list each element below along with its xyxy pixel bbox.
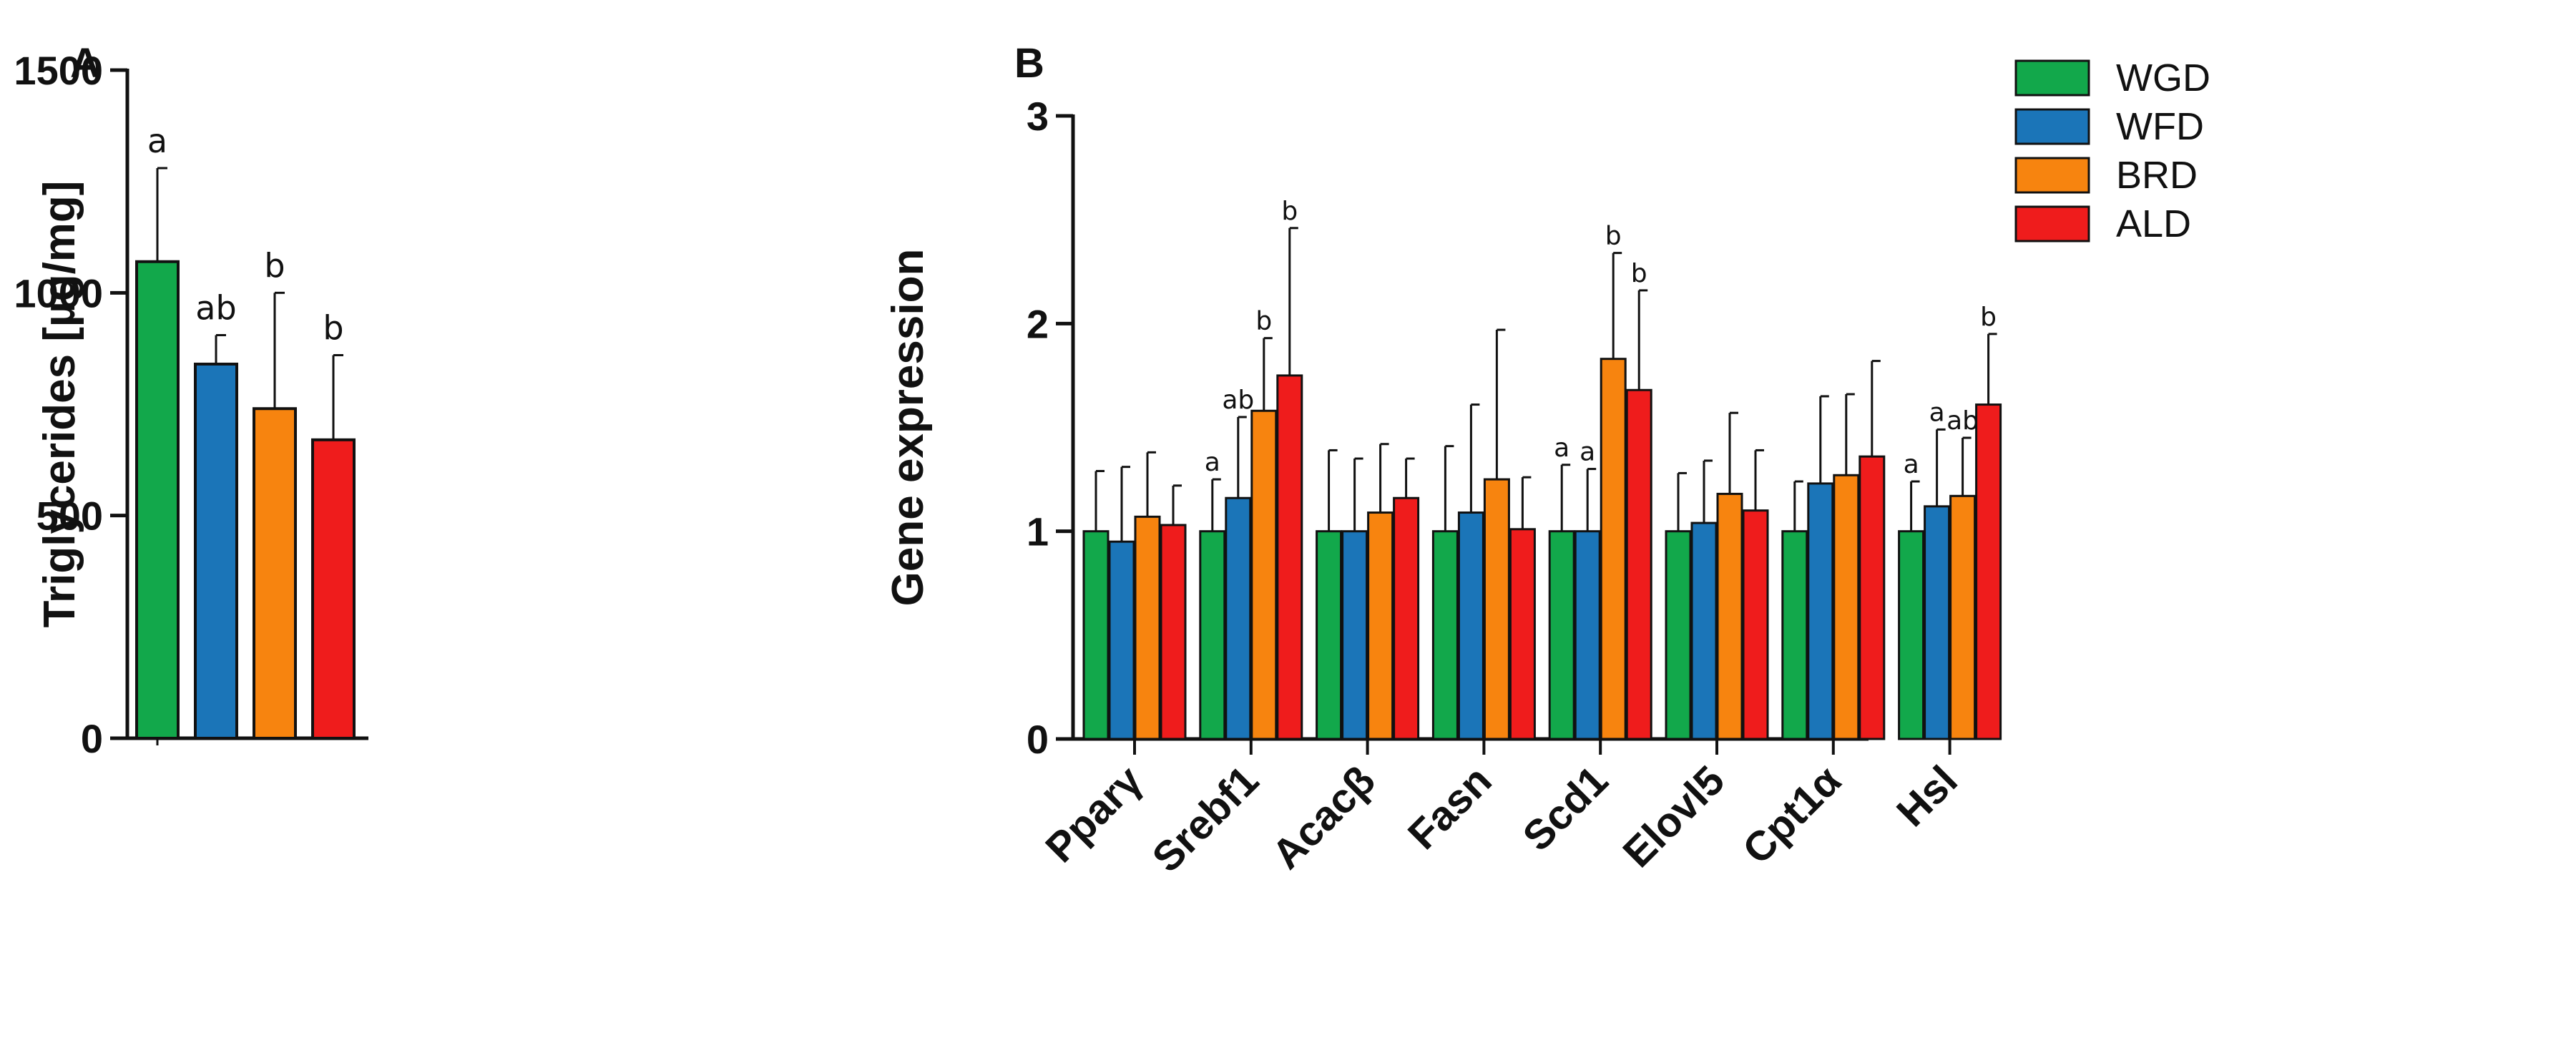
legend-swatch <box>2014 157 2090 194</box>
significance-label: a <box>1929 398 1945 427</box>
y-tick-label: 1000 <box>14 270 103 315</box>
bar <box>1600 358 1627 740</box>
bar <box>1431 530 1459 740</box>
bar <box>1548 530 1575 740</box>
bar <box>1858 455 1886 740</box>
y-tick-label: 0 <box>1027 717 1049 762</box>
bar <box>1134 515 1161 740</box>
bar <box>1457 511 1484 740</box>
bar <box>1160 524 1187 740</box>
legend-swatch <box>2014 59 2090 97</box>
y-tick-label: 1500 <box>14 48 103 93</box>
bar <box>1949 494 1977 740</box>
bar <box>1574 530 1601 740</box>
x-tick-label: Srebf1 <box>1143 757 1268 881</box>
y-tick-label: 1 <box>1027 509 1049 554</box>
panel-b-letter: B <box>1014 40 1044 87</box>
y-axis-title: Triglycerides [µg/mg] <box>35 181 84 628</box>
y-tick-label: 3 <box>1027 94 1049 139</box>
significance-label: a <box>1554 434 1569 463</box>
significance-label: a <box>1205 448 1220 477</box>
significance-label: b <box>1631 259 1647 288</box>
significance-label: b <box>1605 222 1622 251</box>
x-tick-label: Cpt1α <box>1734 757 1851 873</box>
legend-label: WFD <box>2116 105 2204 148</box>
bar <box>1833 474 1860 740</box>
bar <box>1742 509 1769 740</box>
bar <box>253 407 297 740</box>
bar <box>1250 409 1278 740</box>
bar <box>135 260 180 740</box>
bar <box>1108 540 1135 740</box>
bar <box>1690 521 1718 740</box>
significance-label: b <box>1980 303 1997 332</box>
bar <box>1975 403 2002 740</box>
x-tick-label: Pparγ <box>1037 757 1151 871</box>
significance-label: a <box>147 122 167 160</box>
significance-label: a <box>1904 450 1919 479</box>
legend-label: WGD <box>2116 57 2210 99</box>
x-tick-label: Fasn <box>1399 757 1501 858</box>
bar <box>1781 530 1808 740</box>
significance-label: b <box>1281 197 1298 226</box>
significance-label: a <box>1580 438 1595 467</box>
bar <box>311 438 356 740</box>
significance-label: b <box>1255 307 1272 336</box>
panel-a-letter: A <box>70 40 100 87</box>
bar <box>1483 478 1510 740</box>
x-tick-label: Scd1 <box>1514 757 1617 860</box>
bar <box>1341 530 1368 740</box>
bar <box>1625 388 1652 740</box>
x-tick-label: Elovl5 <box>1614 757 1733 876</box>
bar <box>1509 528 1536 740</box>
significance-label: ab <box>1222 386 1254 415</box>
legend-swatch <box>2014 108 2090 145</box>
bar <box>1276 374 1303 740</box>
y-axis-title: Gene expression <box>883 249 933 607</box>
y-tick-label: 0 <box>81 716 103 761</box>
bar <box>1716 492 1743 740</box>
legend-label: ALD <box>2116 202 2191 245</box>
significance-label: b <box>323 309 343 348</box>
y-tick-label: 2 <box>1027 301 1049 346</box>
bar <box>1082 530 1110 740</box>
x-tick-label: Hsl <box>1888 757 1967 836</box>
bar <box>1316 530 1343 740</box>
bar <box>194 362 238 740</box>
bar <box>1393 496 1420 740</box>
bar <box>1898 530 1925 740</box>
significance-label: ab <box>195 288 236 327</box>
significance-label: ab <box>1946 406 1979 436</box>
x-tick-label: Acacβ <box>1263 757 1384 878</box>
legend: WGD WFD BRD ALD <box>2014 57 2210 245</box>
significance-label: b <box>264 246 285 285</box>
legend-label: BRD <box>2116 154 2198 197</box>
bar <box>1665 530 1692 740</box>
legend-swatch <box>2014 205 2090 243</box>
y-tick-label: 500 <box>36 494 103 539</box>
bar <box>1225 496 1252 740</box>
bar <box>1924 505 1951 740</box>
bar <box>1199 530 1226 740</box>
bar <box>1367 511 1394 740</box>
bar <box>1807 482 1834 740</box>
